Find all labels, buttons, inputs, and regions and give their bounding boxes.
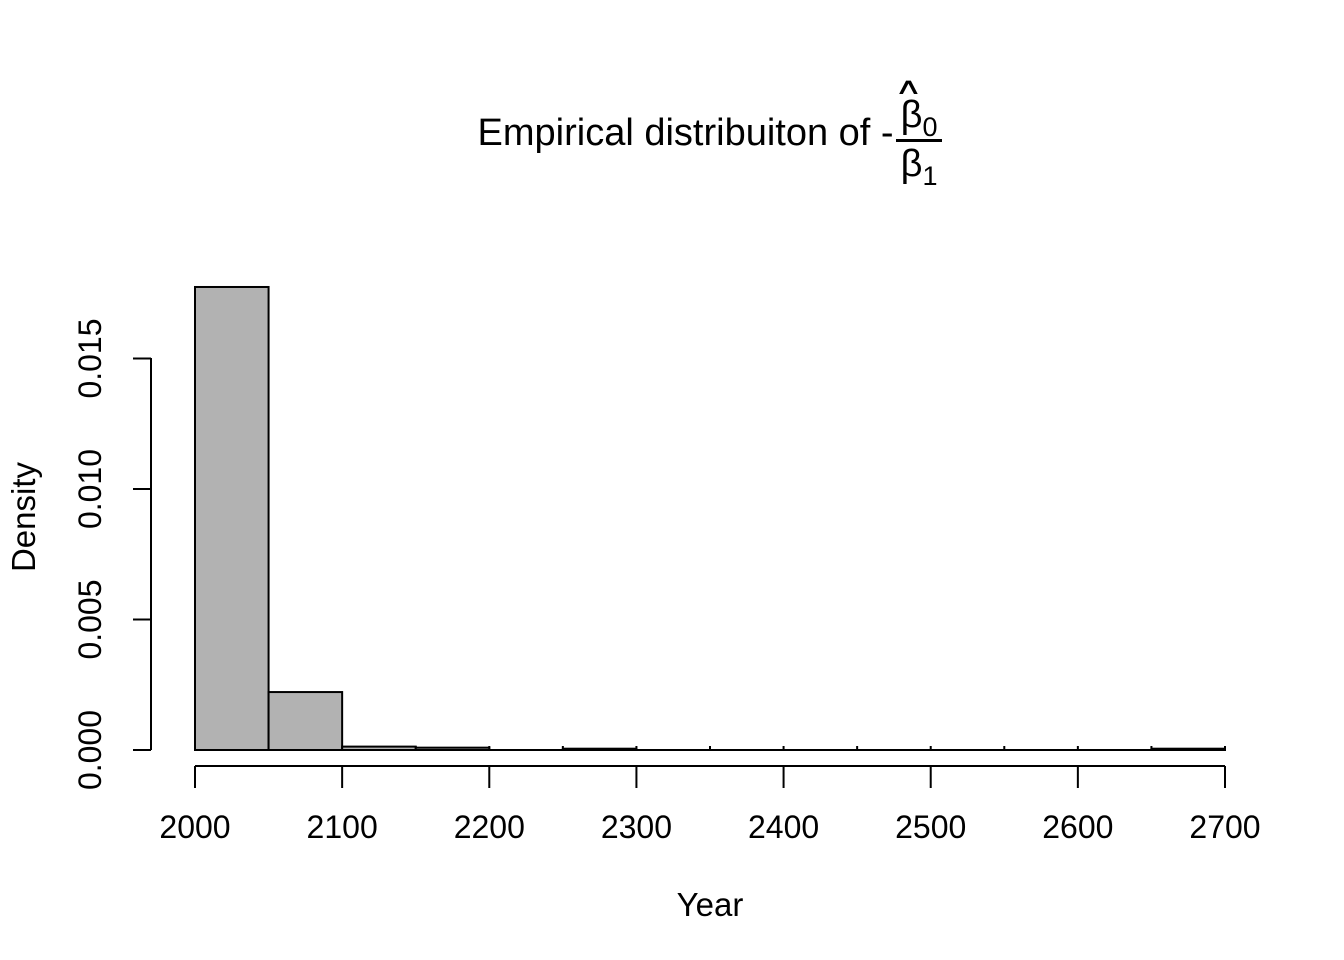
histogram-bar [561, 747, 638, 752]
numerator-beta: β [900, 94, 923, 136]
chart-title: Empirical distribuiton of - ∧ β0 β1 [195, 75, 1225, 191]
denominator-beta: β [900, 143, 923, 185]
x-axis-label: Year [676, 886, 744, 923]
y-axis-tick-label: 0.010 [72, 449, 108, 529]
x-axis-tick-label: 2200 [454, 809, 525, 845]
histogram-bar [341, 745, 417, 751]
histogram-bar [267, 691, 344, 751]
hat-icon: ∧ [893, 73, 923, 99]
x-axis-tick-label: 2400 [748, 809, 819, 845]
chart-title-minus: - [880, 111, 894, 154]
x-axis-tick-label: 2000 [159, 809, 230, 845]
y-axis-tick-label: 0.005 [72, 579, 108, 659]
chart-title-text: Empirical distribuiton of [477, 111, 881, 154]
x-axis-tick-label: 2600 [1042, 809, 1113, 845]
y-axis-tick-label: 0.000 [72, 710, 108, 790]
x-axis-tick-label: 2100 [307, 809, 378, 845]
fraction-numerator: ∧ β0 [894, 75, 943, 143]
histogram-bar [194, 285, 270, 751]
title-fraction: ∧ β0 β1 [894, 75, 943, 191]
histogram-bar [414, 746, 491, 752]
fraction-bar [895, 139, 943, 142]
y-axis-label: Density [5, 461, 42, 573]
numerator-subscript: 0 [922, 112, 938, 142]
y-axis-tick-label: 0.015 [72, 318, 108, 398]
x-axis-tick-label: 2700 [1189, 809, 1260, 845]
denominator-subscript: 1 [922, 161, 938, 191]
x-axis-tick-label: 2500 [895, 809, 966, 845]
histogram-bar [1150, 747, 1227, 752]
x-axis-tick-label: 2300 [601, 809, 672, 845]
fraction-denominator: β1 [896, 143, 943, 191]
